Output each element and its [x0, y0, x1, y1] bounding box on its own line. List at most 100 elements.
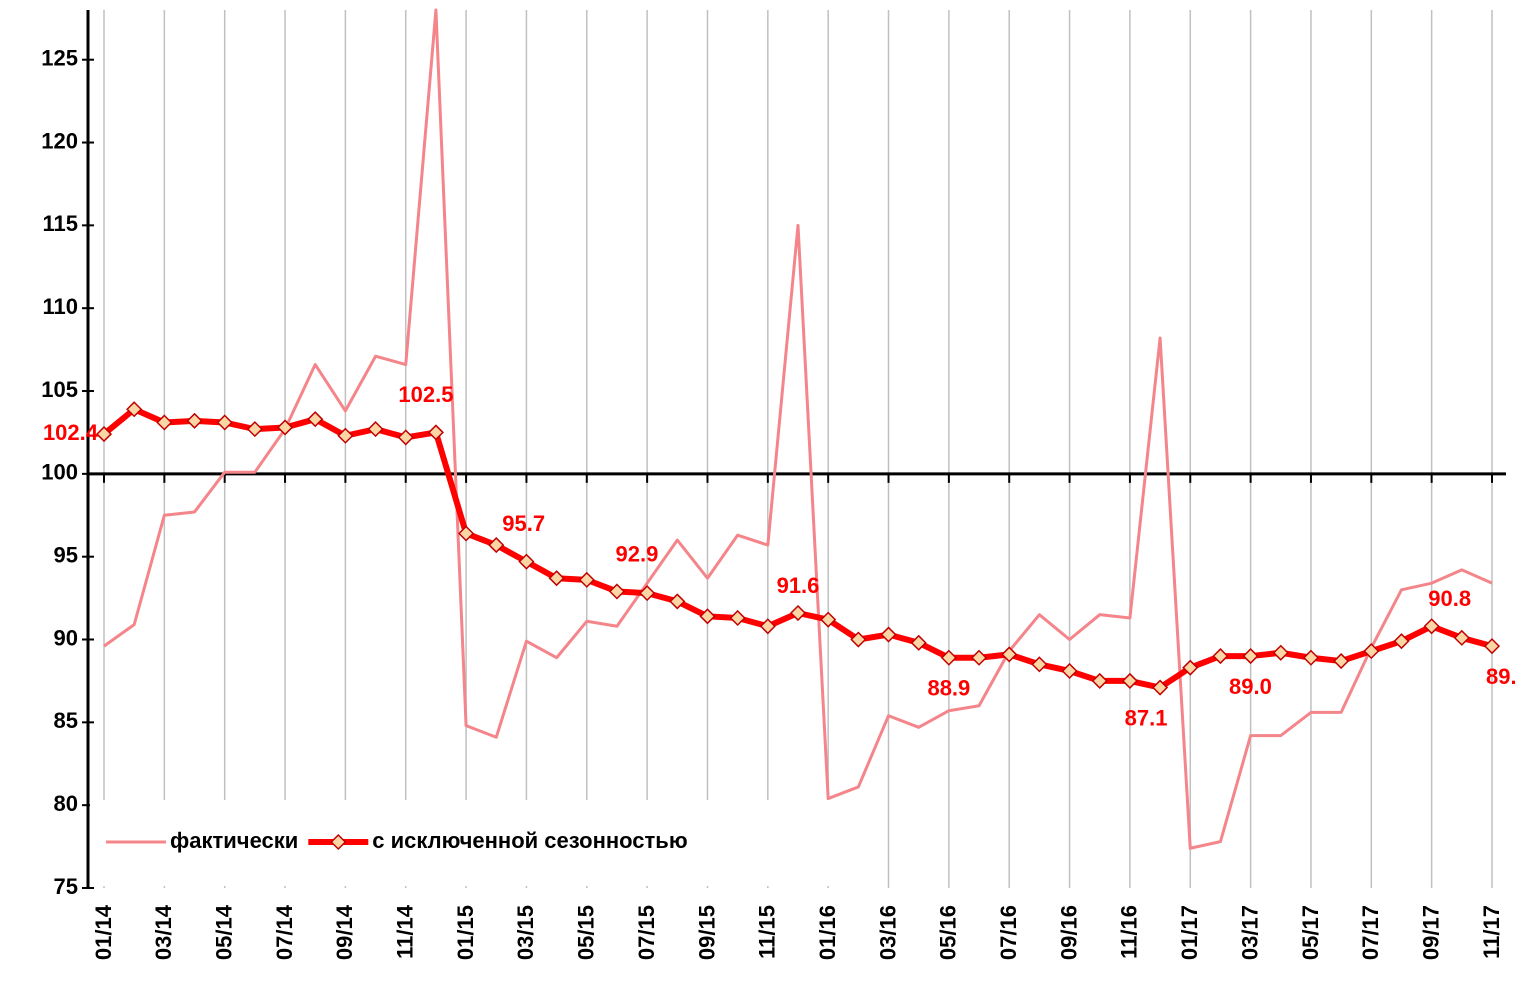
x-tick-group: 09/14: [332, 904, 357, 960]
x-tick-group: 03/17: [1237, 905, 1262, 960]
x-tick-group: 11/14: [393, 904, 418, 959]
series-line: [102, 406, 1493, 691]
marker: [488, 537, 505, 554]
marker: [820, 611, 837, 628]
marker: [1001, 646, 1018, 663]
marker: [1483, 638, 1501, 655]
x-tick-group: 01/16: [815, 905, 840, 960]
x-tick-label: 09/17: [1418, 905, 1443, 960]
x-tick-label: 11/16: [1117, 905, 1142, 959]
x-tick-label: 09/16: [1056, 905, 1081, 960]
marker: [1121, 672, 1138, 689]
legend-label: с исключенной сезонностью: [372, 828, 687, 853]
series-line: [103, 8, 1493, 850]
x-tick-label: 03/14: [151, 904, 176, 960]
data-label: 90.8: [1428, 586, 1471, 611]
x-tick-group: 03/14: [151, 904, 176, 960]
marker: [578, 571, 595, 588]
marker: [910, 634, 927, 651]
marker: [669, 593, 686, 610]
y-tick-label: 120: [41, 128, 78, 153]
marker: [518, 553, 535, 570]
legend-marker: [330, 833, 347, 851]
x-tick-label: 05/16: [936, 905, 961, 960]
x-tick-label: 07/16: [996, 905, 1021, 960]
marker: [1091, 672, 1108, 689]
data-label: 87.1: [1125, 705, 1168, 730]
data-label: 91.6: [777, 573, 820, 598]
marker: [1152, 679, 1169, 696]
data-label: 102.5: [398, 382, 453, 407]
data-label: 102.4: [43, 420, 99, 445]
x-tick-group: 07/16: [996, 905, 1021, 960]
x-tick-group: 09/15: [694, 905, 719, 960]
marker: [759, 618, 776, 635]
marker: [186, 412, 203, 429]
x-tick-group: 05/16: [936, 905, 961, 960]
x-tick-label: 03/16: [875, 905, 900, 960]
marker: [1453, 629, 1470, 646]
x-tick-group: 05/14: [212, 904, 237, 960]
x-tick-label: 11/17: [1479, 905, 1504, 959]
y-tick-label: 100: [41, 460, 78, 485]
y-tick-label: 95: [54, 542, 78, 567]
marker: [608, 583, 626, 600]
y-tick-label: 75: [54, 874, 78, 899]
data-label: 88.9: [927, 676, 970, 701]
marker: [1031, 656, 1048, 673]
x-tick-label: 09/14: [332, 904, 357, 960]
x-tick-label: 03/15: [513, 905, 538, 960]
x-tick-label: 05/17: [1298, 905, 1323, 960]
marker: [367, 421, 384, 438]
legend-label: фактически: [170, 828, 298, 853]
x-tick-label: 11/14: [393, 904, 418, 959]
marker: [1423, 618, 1440, 635]
x-tick-label: 07/17: [1358, 905, 1383, 960]
x-tick-group: 01/14: [91, 904, 116, 960]
x-tick-group: 03/16: [875, 905, 900, 960]
x-tick-label: 05/14: [212, 904, 237, 960]
data-label: 89.0: [1229, 674, 1272, 699]
marker: [1272, 644, 1289, 661]
y-tick-label: 85: [54, 708, 78, 733]
y-tick-label: 90: [54, 625, 78, 650]
x-tick-group: 11/15: [755, 905, 780, 959]
marker: [1393, 633, 1410, 650]
x-tick-group: 05/15: [574, 905, 599, 960]
marker: [1363, 643, 1380, 660]
marker: [1242, 648, 1259, 665]
marker: [729, 609, 746, 627]
data-label: 92.9: [616, 541, 659, 566]
marker: [397, 429, 414, 446]
marker: [1061, 662, 1078, 680]
data-label: 95.7: [502, 511, 545, 536]
marker: [1182, 659, 1199, 676]
marker: [850, 631, 867, 648]
marker: [95, 426, 113, 443]
marker: [276, 419, 294, 436]
marker: [789, 604, 807, 622]
x-tick-group: 07/14: [272, 904, 297, 960]
marker: [216, 414, 233, 431]
marker: [126, 401, 143, 418]
marker: [548, 570, 565, 587]
marker: [1333, 652, 1350, 670]
y-tick-label: 80: [54, 791, 78, 816]
x-tick-group: 01/15: [453, 905, 478, 960]
x-tick-label: 09/15: [694, 905, 719, 960]
marker: [699, 608, 716, 625]
x-tick-group: 09/16: [1056, 905, 1081, 960]
x-tick-group: 07/17: [1358, 905, 1383, 960]
x-tick-group: 09/17: [1418, 905, 1443, 960]
marker: [458, 525, 475, 542]
marker: [307, 411, 324, 428]
y-tick-label: 110: [43, 294, 79, 319]
y-tick-label: 125: [41, 46, 78, 71]
marker: [1302, 649, 1320, 666]
data-label: 89.6: [1486, 664, 1515, 689]
marker: [639, 585, 656, 602]
x-tick-group: 11/16: [1117, 905, 1142, 959]
marker: [156, 414, 173, 431]
x-tick-label: 07/15: [634, 905, 659, 960]
marker: [337, 427, 354, 444]
